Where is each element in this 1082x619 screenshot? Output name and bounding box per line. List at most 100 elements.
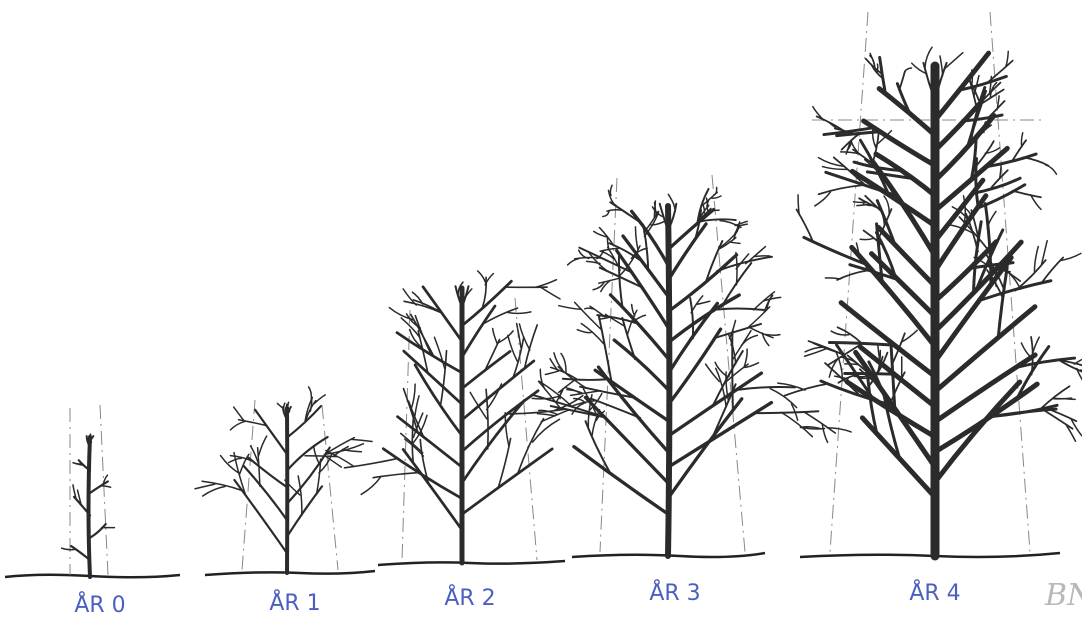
branch	[859, 237, 875, 241]
branch	[609, 184, 613, 197]
branch	[840, 356, 857, 364]
branch	[596, 249, 605, 260]
branch	[86, 435, 92, 579]
branch	[797, 194, 801, 216]
branch	[403, 438, 425, 457]
branch	[862, 229, 883, 246]
branch	[849, 168, 938, 229]
branch	[572, 444, 670, 516]
branch	[531, 395, 560, 400]
branch	[606, 209, 624, 212]
branch	[304, 454, 338, 458]
branch	[237, 418, 268, 427]
branch	[728, 319, 737, 340]
branch	[417, 330, 429, 375]
branch	[944, 51, 964, 70]
branch	[875, 224, 938, 289]
branch	[585, 260, 601, 265]
branch	[297, 475, 303, 517]
branch	[971, 176, 1022, 195]
branch	[381, 447, 464, 500]
ground	[799, 551, 1061, 559]
branch	[910, 62, 928, 75]
branch	[239, 453, 250, 475]
branch	[932, 101, 982, 153]
branch	[875, 129, 893, 146]
branch	[1004, 50, 1010, 68]
branch	[282, 402, 286, 412]
branch	[597, 314, 613, 385]
branch	[989, 81, 998, 99]
branch	[307, 386, 313, 402]
branch	[830, 330, 850, 336]
branch	[399, 432, 424, 454]
branch	[232, 406, 245, 422]
guide-line	[989, 11, 1031, 553]
branch	[1059, 359, 1082, 367]
branch	[407, 400, 425, 438]
branch	[607, 189, 618, 207]
branch	[728, 241, 741, 245]
branch	[1009, 273, 1022, 290]
branch	[201, 485, 226, 497]
branch	[540, 409, 570, 423]
branch	[464, 288, 473, 299]
branch	[821, 165, 849, 171]
branch	[276, 402, 285, 410]
branch	[229, 420, 247, 431]
branch	[531, 418, 561, 443]
branch	[549, 357, 559, 372]
branch	[497, 437, 512, 489]
branch	[343, 457, 400, 469]
branch	[972, 220, 983, 293]
branch	[817, 156, 845, 167]
branch	[961, 113, 1004, 123]
branch	[821, 423, 829, 444]
branch	[978, 279, 1053, 302]
branch	[100, 485, 112, 489]
branch	[1052, 397, 1073, 400]
branch	[851, 246, 869, 272]
branch	[553, 352, 564, 371]
guide-line	[514, 297, 538, 561]
branch	[419, 438, 430, 486]
guide-line	[401, 309, 411, 561]
branch	[511, 336, 525, 380]
branch	[421, 285, 464, 343]
branch	[535, 278, 558, 288]
branch	[350, 438, 373, 443]
branch	[460, 398, 526, 485]
branch	[696, 300, 711, 306]
branch	[630, 303, 636, 317]
branch	[1059, 252, 1082, 262]
branch	[666, 327, 723, 407]
branch	[414, 314, 432, 355]
branch	[507, 311, 532, 315]
ground	[204, 569, 376, 577]
branch	[621, 234, 670, 298]
branch	[592, 281, 605, 291]
branch	[402, 288, 418, 306]
branch	[72, 484, 78, 501]
branch	[986, 407, 1058, 419]
branch	[285, 485, 324, 538]
branch	[667, 193, 676, 210]
branch	[604, 313, 626, 328]
branch	[864, 194, 883, 213]
branch	[576, 328, 592, 334]
branch	[72, 461, 84, 465]
branch	[817, 184, 865, 196]
branch	[454, 285, 463, 309]
branch	[861, 118, 938, 168]
branch	[561, 377, 610, 381]
branch	[666, 397, 744, 501]
guide-lines	[69, 11, 1045, 576]
branch	[549, 405, 606, 419]
branch	[802, 235, 868, 266]
branch	[396, 415, 464, 469]
branch	[996, 262, 1012, 270]
branch	[804, 346, 826, 353]
branch	[883, 195, 890, 215]
